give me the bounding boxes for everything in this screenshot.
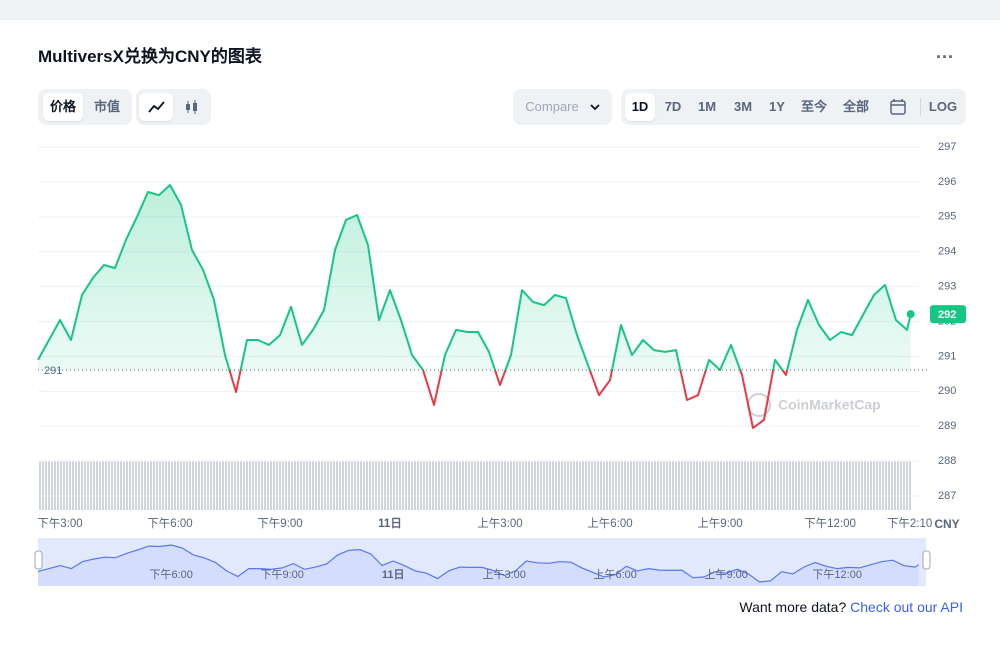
y-tick-label: 297 — [938, 141, 956, 153]
footer: Want more data? Check out our API — [739, 599, 963, 615]
y-tick-label: 287 — [938, 490, 956, 502]
navigator-label: 上午3:00 — [482, 568, 525, 581]
x-tick-label: 下午12:00 — [804, 517, 856, 530]
y-tick-label: 294 — [938, 246, 956, 258]
navigator-area — [38, 545, 919, 586]
compare-label: Compare — [525, 99, 579, 114]
volume-bars — [38, 461, 912, 510]
api-link[interactable]: Check out our API — [850, 599, 963, 615]
navigator-label: 下午12:00 — [812, 568, 862, 581]
tab-price[interactable]: 价格 — [43, 93, 83, 121]
y-tick-label: 293 — [938, 281, 956, 293]
price-badge — [930, 305, 966, 324]
y-tick-label: 295 — [938, 211, 956, 223]
top-bar — [0, 0, 1000, 20]
y-tick-label: 290 — [938, 385, 956, 397]
range-all[interactable]: 全部 — [842, 99, 869, 114]
navigator-handle — [34, 550, 43, 570]
divider — [920, 98, 921, 116]
range-1d[interactable]: 1D — [625, 93, 655, 121]
navigator-handle — [922, 550, 931, 570]
footer-text: Want more data? — [739, 599, 847, 615]
chevron — [590, 104, 600, 111]
x-tick-label: 下午6:00 — [147, 517, 192, 530]
x-tick-label: 上午6:00 — [587, 517, 632, 530]
range-3m[interactable]: 3M — [733, 99, 753, 114]
line-icon — [148, 101, 165, 113]
range-1y[interactable]: 1Y — [769, 99, 785, 114]
calendar-icon — [890, 99, 906, 115]
navigator-label: 上午9:00 — [704, 568, 747, 581]
x-tick-label: 11日 — [378, 517, 402, 530]
y-tick-label: 291 — [938, 350, 956, 362]
price-line-down — [228, 370, 789, 429]
log-toggle[interactable]: LOG — [928, 99, 958, 114]
range-1m[interactable]: 1M — [697, 99, 717, 114]
x-tick-label: 下午9:00 — [257, 517, 302, 530]
x-tick-label: 下午2:10 — [887, 517, 932, 530]
area-fill — [38, 185, 911, 371]
y-tick-label: 289 — [938, 420, 956, 432]
navigator-line — [37, 544, 919, 583]
line-style[interactable] — [139, 93, 173, 121]
range-ytd[interactable]: 至今 — [800, 99, 827, 114]
chart: CNY CoinMarketCap 287 288 289 290 291 292 293 2… — [34, 141, 966, 586]
y-tick-label: 288 — [938, 455, 956, 467]
range-tabs: 1D 7D 1M 3M 1Y 至今 全部 LOG — [621, 89, 966, 125]
watermark-text: CoinMarketCap — [778, 397, 881, 413]
x-tick-label: 下午3:00 — [37, 517, 82, 530]
range-7d[interactable]: 7D — [664, 99, 682, 114]
compare-dropdown[interactable]: Compare — [513, 89, 612, 125]
currency-label: CNY — [934, 517, 959, 531]
more-menu[interactable]: ... — [936, 42, 955, 62]
x-tick-label: 上午9:00 — [697, 517, 742, 530]
chart-title: MultiversX兑换为CNY的图表 — [38, 47, 262, 66]
metric-tabs: 价格 市值 — [38, 89, 132, 125]
chart-style-tabs — [136, 89, 211, 125]
navigator-label: 上午6:00 — [593, 568, 636, 581]
navigator-label: 下午9:00 — [260, 568, 303, 581]
tab-market-cap[interactable]: 市值 — [93, 99, 120, 114]
candle-style[interactable] — [175, 93, 209, 121]
x-tick-label: 上午3:00 — [477, 517, 522, 530]
price-line-up — [37, 184, 912, 371]
candle-icon — [186, 100, 197, 114]
date-picker[interactable] — [883, 93, 913, 121]
navigator-label: 下午6:00 — [149, 568, 192, 581]
y-tick-label: 296 — [938, 176, 956, 188]
price-badge-label: 292 — [938, 309, 956, 321]
navigator-label: 11日 — [382, 568, 405, 581]
last-point — [906, 310, 915, 319]
